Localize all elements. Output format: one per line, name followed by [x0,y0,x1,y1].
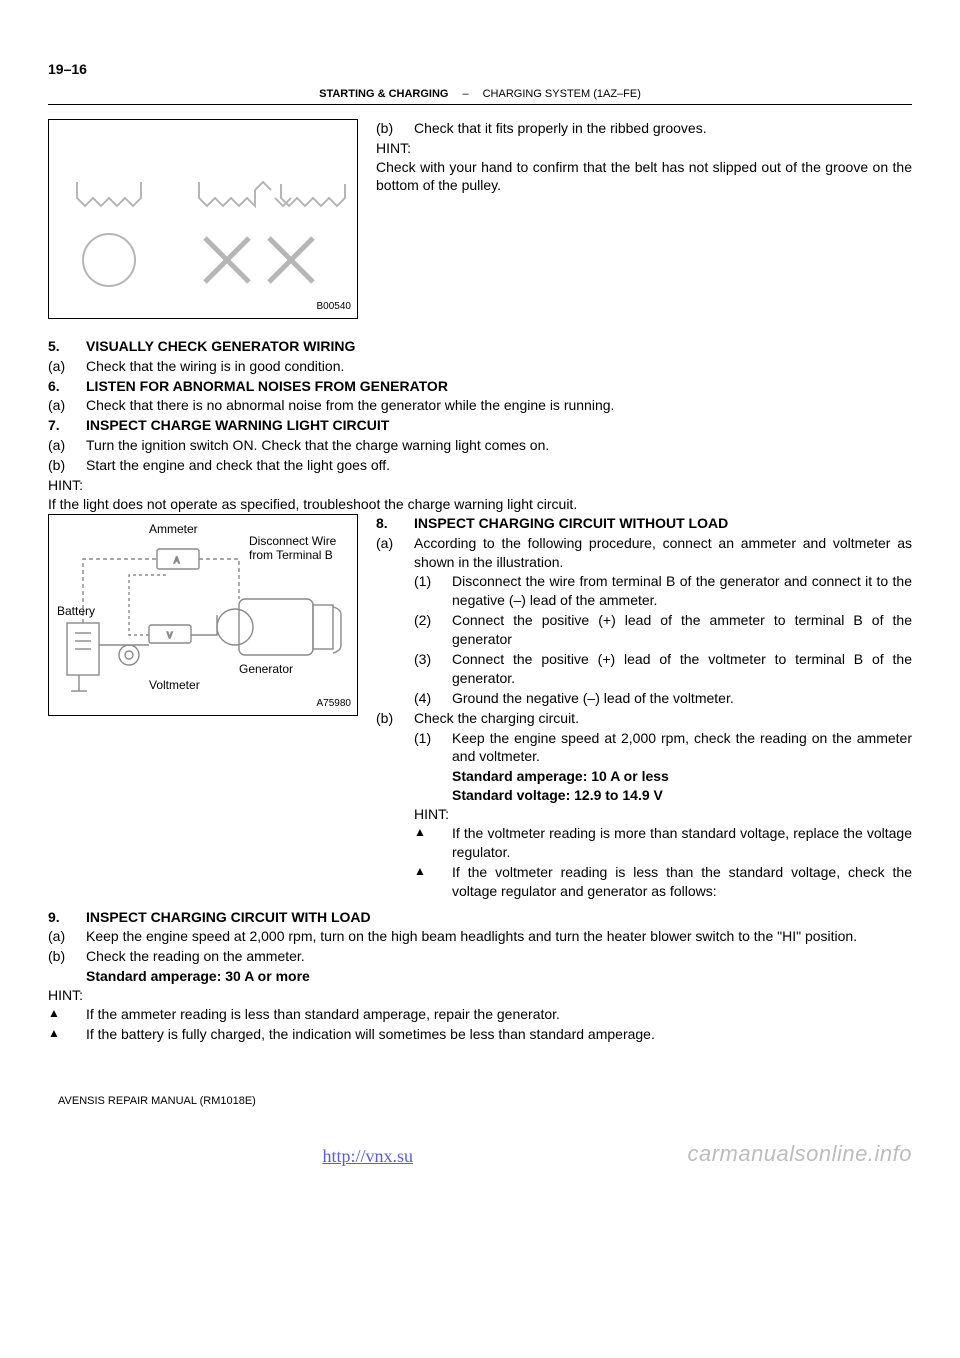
s5-title: VISUALLY CHECK GENERATOR WIRING [86,337,912,356]
s8-h2: If the voltmeter reading is less than th… [452,863,912,901]
s8-b-num: (b) [376,709,414,728]
header-left: STARTING & CHARGING [319,87,448,102]
header-dash: – [462,87,468,102]
svg-text:V: V [167,631,173,640]
s9-h1: If the ammeter reading is less than stan… [86,1005,912,1024]
manual-footer: AVENSIS REPAIR MANUAL (RM1018E) [48,1094,912,1109]
s9-b-txt: Check the reading on the ammeter. [86,947,912,966]
s8-a3-txt: Connect the positive (+) lead of the vol… [452,650,912,688]
s8-a-txt: According to the following procedure, co… [414,534,912,572]
s6-title: LISTEN FOR ABNORMAL NOISES FROM GENERATO… [86,377,912,396]
s7-num: 7. [48,416,86,435]
figure-belt-groove: B00540 [48,119,358,319]
s8-a1-num: (1) [414,572,452,610]
s8-a2-num: (2) [414,611,452,649]
page-number: 19–16 [48,60,912,79]
s8-a-num: (a) [376,534,414,572]
triangle-icon: ▲ [414,863,452,901]
header-right: CHARGING SYSTEM (1AZ–FE) [483,87,641,102]
s8-a4-txt: Ground the negative (–) lead of the volt… [452,689,912,708]
s6-num: 6. [48,377,86,396]
s9-hint-label: HINT: [48,986,912,1005]
svg-text:Disconnect Wire: Disconnect Wire [249,534,337,548]
s8-a3-num: (3) [414,650,452,688]
svg-text:Voltmeter: Voltmeter [149,678,200,692]
s7-title: INSPECT CHARGE WARNING LIGHT CIRCUIT [86,416,912,435]
s9-b-num: (b) [48,947,86,966]
s9-std-amp: Standard amperage: 30 A or more [48,967,912,986]
svg-text:Battery: Battery [57,604,95,618]
s8-title: INSPECT CHARGING CIRCUIT WITHOUT LOAD [414,514,912,533]
hint-label: HINT: [376,139,912,158]
s7-hint-txt: If the light does not operate as specifi… [48,495,912,514]
s8-hint-label: HINT: [376,805,912,824]
s7-b-num: (b) [48,456,86,475]
s8-b-txt: Check the charging circuit. [414,709,912,728]
s7-a-num: (a) [48,436,86,455]
s5-a-num: (a) [48,357,86,376]
s5-a-txt: Check that the wiring is in good conditi… [86,357,912,376]
s8-a1-txt: Disconnect the wire from terminal B of t… [452,572,912,610]
s8-a2-txt: Connect the positive (+) lead of the amm… [452,611,912,649]
figure-1-label: B00540 [317,300,351,314]
s9-h2: If the battery is fully charged, the ind… [86,1025,912,1044]
hint-text: Check with your hand to confirm that the… [376,158,912,196]
svg-text:Ammeter: Ammeter [149,522,198,536]
s8-h1: If the voltmeter reading is more than st… [452,824,912,862]
figure-charging-circuit: A V Ammeter Discon [48,514,358,716]
s8-std-amp: Standard amperage: 10 A or less [376,767,912,786]
watermark: carmanualsonline.info [687,1139,912,1169]
triangle-icon: ▲ [414,824,452,862]
s7-a-txt: Turn the ignition switch ON. Check that … [86,436,912,455]
s9-a-num: (a) [48,927,86,946]
triangle-icon: ▲ [48,1005,86,1024]
s6-a-num: (a) [48,396,86,415]
section-header: STARTING & CHARGING – CHARGING SYSTEM (1… [48,87,912,105]
s8-a4-num: (4) [414,689,452,708]
figure-2-label: A75980 [317,697,351,711]
s9-a-txt: Keep the engine speed at 2,000 rpm, turn… [86,927,912,946]
s7-hint-label: HINT: [48,476,912,495]
s8-b1-txt: Keep the engine speed at 2,000 rpm, chec… [452,729,912,767]
s8-b1-num: (1) [414,729,452,767]
source-link[interactable]: http://vnx.su [322,1144,413,1168]
s7-b-txt: Start the engine and check that the ligh… [86,456,912,475]
s9-title: INSPECT CHARGING CIRCUIT WITH LOAD [86,908,912,927]
s5-num: 5. [48,337,86,356]
s6-a-txt: Check that there is no abnormal noise fr… [86,396,912,415]
item-b-num: (b) [376,119,414,138]
svg-text:from Terminal B: from Terminal B [249,548,333,562]
svg-text:Generator: Generator [239,662,293,676]
s8-std-volt: Standard voltage: 12.9 to 14.9 V [376,786,912,805]
s9-num: 9. [48,908,86,927]
s8-num: 8. [376,514,414,533]
triangle-icon: ▲ [48,1025,86,1044]
item-b-text: Check that it fits properly in the ribbe… [414,119,912,138]
svg-text:A: A [174,556,180,565]
